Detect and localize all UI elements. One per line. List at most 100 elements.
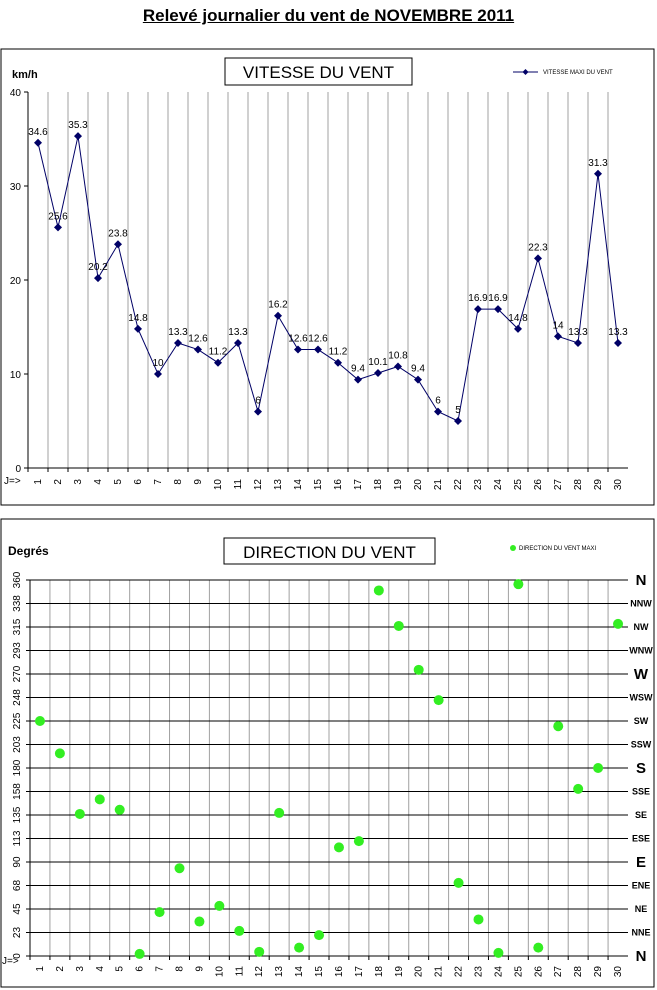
page-title: Relevé journalier du vent de NOVEMBRE 20… xyxy=(142,6,515,25)
x-tick-label: 7 xyxy=(155,966,166,972)
data-label: 34.6 xyxy=(28,127,48,138)
x-tick-label: 1 xyxy=(35,966,46,972)
data-label: 9.4 xyxy=(351,364,365,375)
data-label: 10.8 xyxy=(388,350,408,361)
x-axis-prefix: J=> xyxy=(4,476,21,487)
data-point xyxy=(194,345,202,354)
x-tick-label: 8 xyxy=(173,479,184,485)
data-label: 13.3 xyxy=(228,327,248,338)
x-tick-label: 14 xyxy=(294,966,305,978)
y-tick-label: 30 xyxy=(10,182,22,193)
data-point xyxy=(474,305,482,314)
data-point xyxy=(74,132,82,141)
data-label: 9.4 xyxy=(411,364,425,375)
x-tick-label: 21 xyxy=(434,966,445,978)
y-tick-label: 203 xyxy=(12,736,23,753)
data-label: 10 xyxy=(152,358,164,369)
direction-label: SE xyxy=(635,810,647,820)
legend-marker xyxy=(510,545,516,551)
x-tick-label: 26 xyxy=(533,966,544,978)
data-label: 12.6 xyxy=(288,334,308,345)
x-tick-label: 22 xyxy=(453,479,464,491)
data-point xyxy=(254,407,262,416)
x-tick-label: 18 xyxy=(373,479,384,491)
x-tick-label: 17 xyxy=(353,479,364,491)
x-tick-label: 13 xyxy=(273,479,284,491)
y-tick-label: 270 xyxy=(12,665,23,682)
direction-label: E xyxy=(636,854,646,871)
x-tick-label: 24 xyxy=(493,966,504,978)
data-point xyxy=(294,345,302,354)
x-tick-label: 10 xyxy=(214,966,225,978)
data-point xyxy=(454,417,462,425)
data-point xyxy=(493,947,504,958)
data-label: 13.3 xyxy=(168,327,188,338)
data-point xyxy=(394,362,402,371)
data-point xyxy=(334,358,342,367)
data-point xyxy=(513,579,524,590)
y-tick-label: 90 xyxy=(12,856,23,868)
legend-marker xyxy=(522,69,529,75)
data-point xyxy=(314,345,322,354)
data-label: 6 xyxy=(255,396,261,407)
x-tick-label: 4 xyxy=(95,966,106,972)
data-label: 11.2 xyxy=(329,347,348,358)
x-tick-label: 3 xyxy=(75,966,86,972)
x-tick-label: 23 xyxy=(474,966,485,978)
data-label: 13.3 xyxy=(568,327,588,338)
x-tick-label: 27 xyxy=(553,479,564,491)
data-point xyxy=(274,807,285,818)
x-tick-label: 1 xyxy=(33,479,44,485)
data-label: 31.3 xyxy=(588,158,608,169)
direction-label: ESE xyxy=(632,834,650,844)
x-axis-prefix: J=> xyxy=(2,956,19,967)
direction-label: SSE xyxy=(632,787,650,797)
data-point xyxy=(413,664,424,675)
data-label: 12.6 xyxy=(308,334,328,345)
data-point xyxy=(54,223,62,232)
data-point xyxy=(34,716,45,726)
y-tick-label: 0 xyxy=(15,464,21,475)
data-point xyxy=(593,763,604,773)
x-tick-label: 14 xyxy=(293,479,304,491)
x-tick-label: 8 xyxy=(175,966,186,972)
data-point xyxy=(94,274,102,283)
x-tick-label: 17 xyxy=(354,966,365,978)
y-tick-label: 360 xyxy=(12,571,23,588)
data-point xyxy=(594,169,602,178)
x-tick-label: 28 xyxy=(573,479,584,491)
x-tick-label: 10 xyxy=(213,479,224,491)
x-tick-label: 27 xyxy=(553,966,564,978)
x-tick-label: 12 xyxy=(253,479,264,491)
data-point xyxy=(554,332,562,341)
data-point xyxy=(393,620,404,631)
data-point xyxy=(94,794,105,805)
data-point xyxy=(414,375,422,384)
data-label: 11.2 xyxy=(209,347,228,358)
x-tick-label: 5 xyxy=(113,479,124,485)
data-point xyxy=(433,695,444,706)
x-tick-label: 11 xyxy=(234,966,245,977)
x-tick-label: 2 xyxy=(55,966,66,972)
data-point xyxy=(134,324,142,333)
x-tick-label: 3 xyxy=(73,479,84,485)
data-point xyxy=(294,942,305,953)
data-label: 23.8 xyxy=(108,228,128,239)
y-tick-label: 225 xyxy=(12,712,23,729)
direction-label: NE xyxy=(635,904,648,914)
data-point xyxy=(434,407,442,416)
speed-series-line xyxy=(37,136,619,422)
y-tick-label: 248 xyxy=(12,689,23,706)
direction-label: WNW xyxy=(629,646,653,656)
x-tick-label: 23 xyxy=(473,479,484,491)
direction-label: S xyxy=(636,760,646,777)
data-label: 16.9 xyxy=(468,293,488,304)
direction-label: WSW xyxy=(630,693,653,703)
data-point xyxy=(514,324,522,333)
x-tick-label: 29 xyxy=(593,966,604,978)
x-tick-label: 6 xyxy=(133,479,144,485)
data-point xyxy=(234,925,245,936)
y-tick-label: 40 xyxy=(10,88,22,99)
data-point xyxy=(114,240,122,249)
